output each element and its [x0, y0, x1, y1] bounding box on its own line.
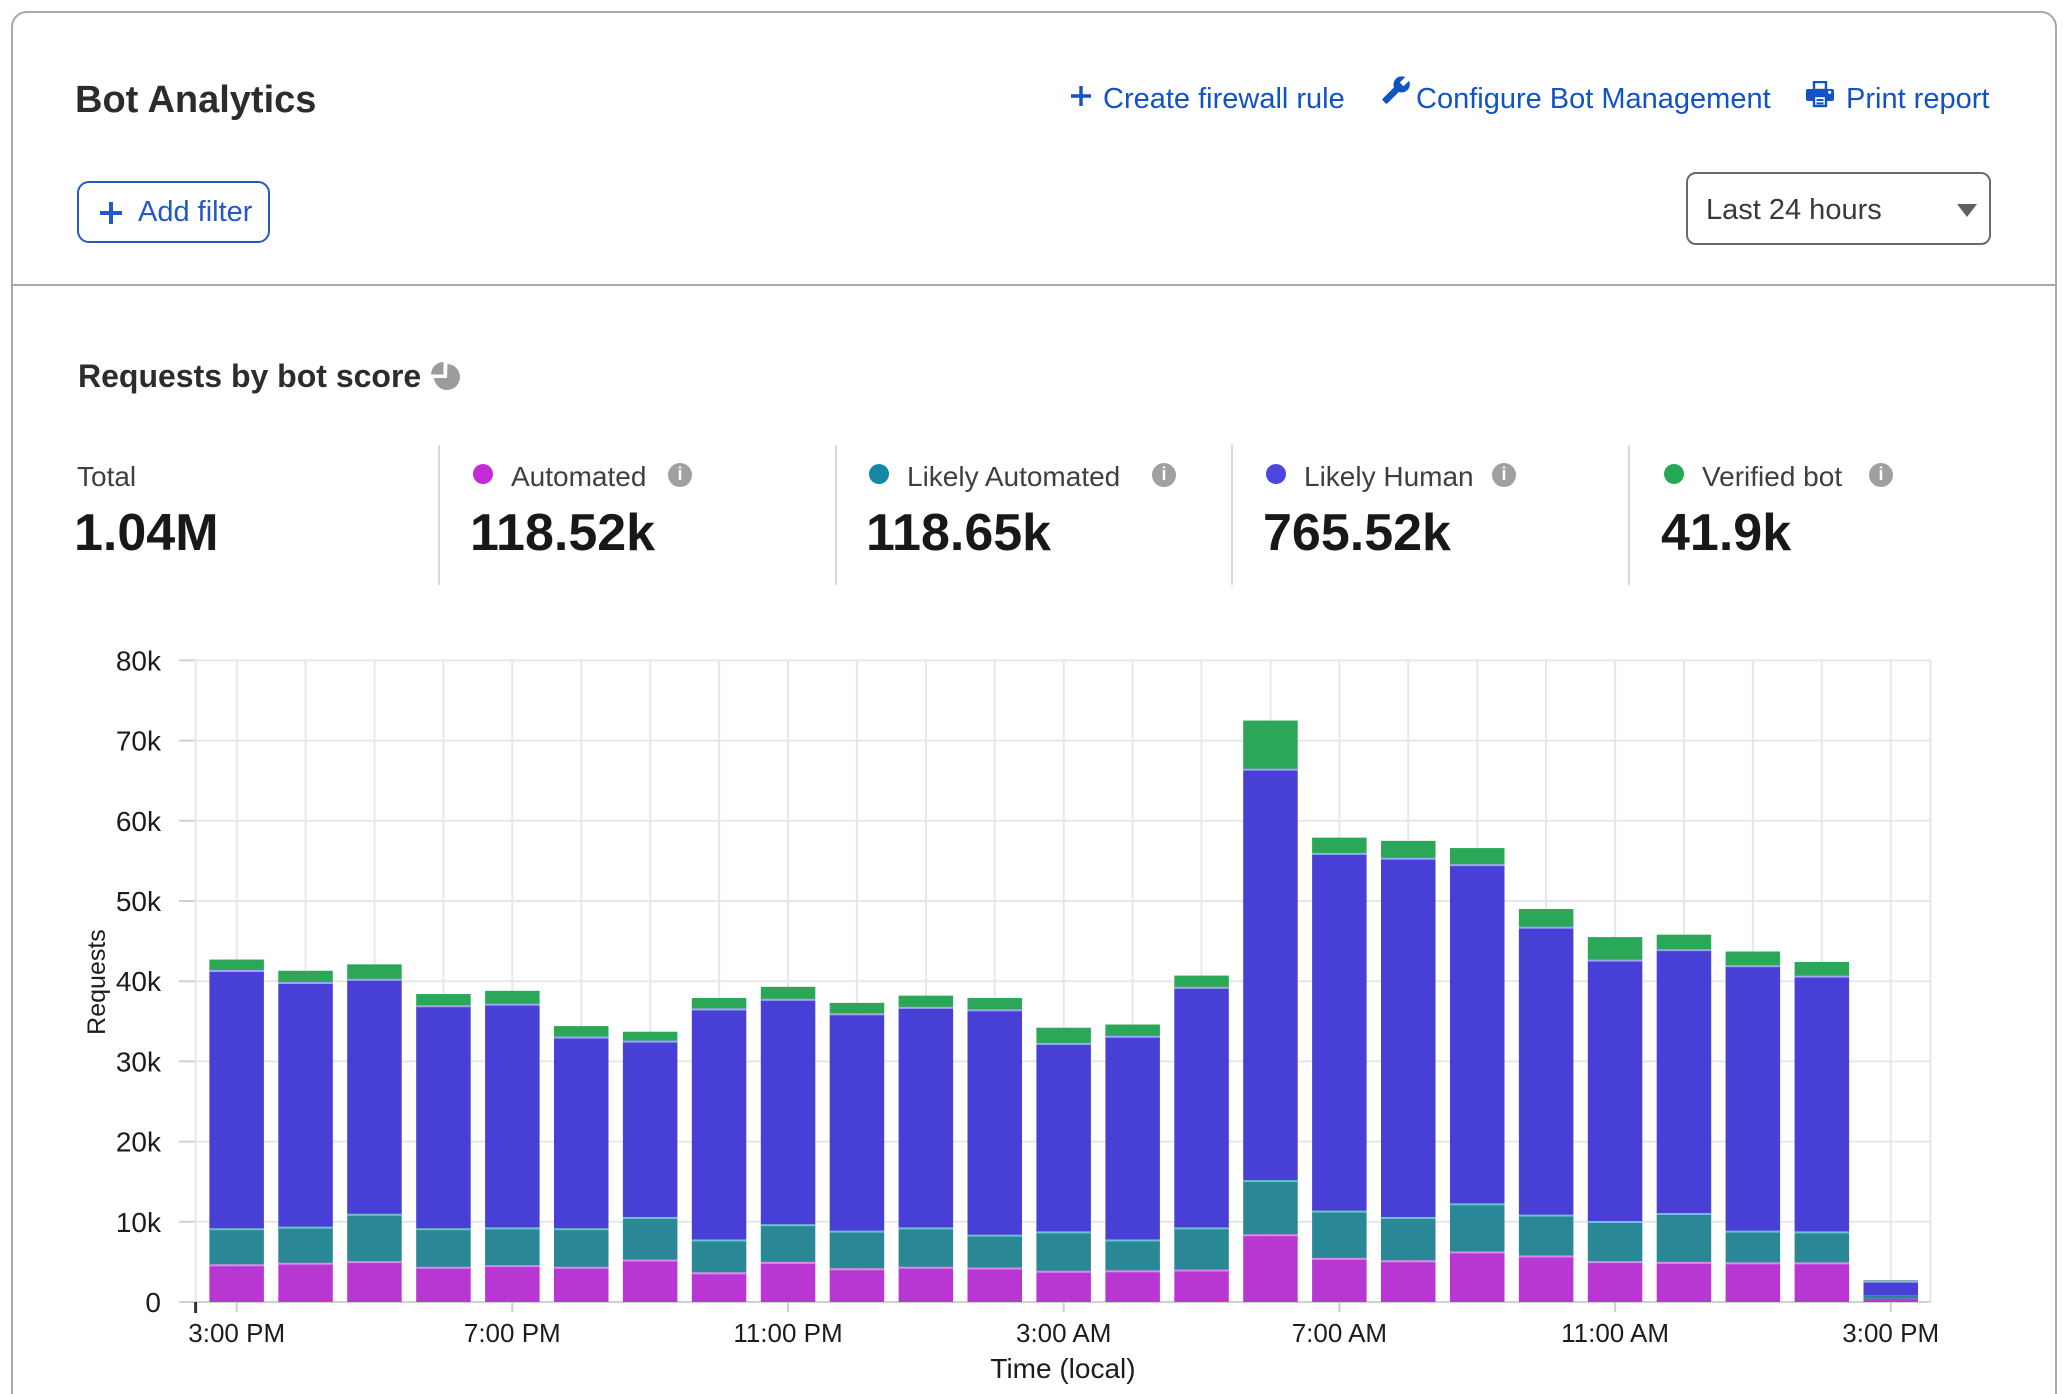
svg-text:11:00 AM: 11:00 AM	[1561, 1318, 1669, 1348]
svg-text:0: 0	[145, 1287, 161, 1318]
svg-text:Requests: Requests	[83, 929, 111, 1035]
svg-text:11:00 PM: 11:00 PM	[733, 1318, 842, 1348]
svg-text:30k: 30k	[116, 1046, 162, 1077]
svg-text:7:00 AM: 7:00 AM	[1292, 1318, 1387, 1348]
svg-text:3:00 PM: 3:00 PM	[1842, 1318, 1939, 1348]
svg-text:60k: 60k	[116, 806, 162, 837]
svg-text:10k: 10k	[116, 1207, 162, 1238]
svg-text:3:00 PM: 3:00 PM	[188, 1318, 285, 1348]
svg-text:Time (local): Time (local)	[990, 1353, 1135, 1384]
svg-text:70k: 70k	[116, 726, 162, 757]
svg-text:80k: 80k	[116, 645, 162, 676]
svg-text:50k: 50k	[116, 886, 162, 917]
svg-text:3:00 AM: 3:00 AM	[1016, 1318, 1111, 1348]
svg-text:20k: 20k	[116, 1127, 162, 1158]
svg-text:40k: 40k	[116, 966, 162, 997]
svg-text:7:00 PM: 7:00 PM	[464, 1318, 561, 1348]
